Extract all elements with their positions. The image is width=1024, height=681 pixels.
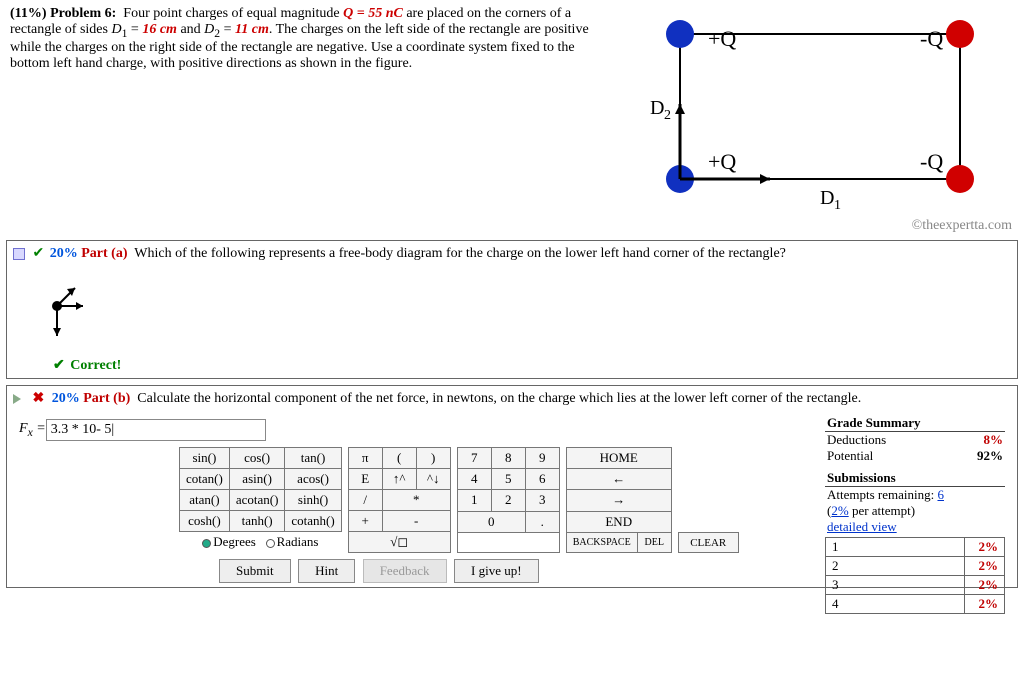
fn-asin[interactable]: asin() xyxy=(229,469,285,490)
incorrect-icon: ✖ xyxy=(33,391,45,406)
nav-pad: HOME ← → END BACKSPACE DEL xyxy=(566,447,672,553)
key-4[interactable]: 4 xyxy=(457,469,491,490)
svg-text:1: 1 xyxy=(834,198,841,213)
key-plus[interactable]: + xyxy=(348,511,382,532)
fbd-answer-diagram xyxy=(23,276,93,346)
sub-row-p: 2% xyxy=(965,538,1005,557)
fn-acos[interactable]: acos() xyxy=(285,469,341,490)
rectangle-diagram: +Q -Q +Q -Q D 1 D 2 xyxy=(610,4,1020,214)
problem-weight: (11%) xyxy=(10,6,47,21)
key-minus[interactable]: - xyxy=(382,511,450,532)
key-home[interactable]: HOME xyxy=(566,448,671,469)
problem-label: Problem 6: xyxy=(50,6,116,21)
fn-cos[interactable]: cos() xyxy=(229,448,285,469)
submit-button[interactable]: Submit xyxy=(219,559,291,583)
key-clear[interactable]: CLEAR xyxy=(678,533,738,553)
potential-pct: 92% xyxy=(947,448,1005,464)
potential-label: Potential xyxy=(825,448,947,464)
giveup-button[interactable]: I give up! xyxy=(454,559,539,583)
fn-atan[interactable]: atan() xyxy=(180,490,230,511)
key-7[interactable]: 7 xyxy=(457,448,491,469)
per-attempt-link[interactable]: 2% xyxy=(831,503,848,518)
notes-icon[interactable] xyxy=(13,248,25,260)
submissions-hdr: Submissions xyxy=(825,464,1005,487)
svg-text:-Q: -Q xyxy=(920,26,943,51)
fn-sinh[interactable]: sinh() xyxy=(285,490,341,511)
expand-icon[interactable] xyxy=(13,394,21,404)
sym-pad: π ( ) E ↑^ ^↓ / * + - xyxy=(348,447,451,553)
svg-text:D: D xyxy=(820,187,834,209)
key-end[interactable]: END xyxy=(566,511,671,532)
key-right[interactable]: → xyxy=(566,490,671,511)
radio-degrees[interactable] xyxy=(202,539,211,548)
key-2[interactable]: 2 xyxy=(491,490,525,511)
fn-cosh[interactable]: cosh() xyxy=(180,511,230,532)
fn-tanh[interactable]: tanh() xyxy=(229,511,285,532)
key-left[interactable]: ← xyxy=(566,469,671,490)
svg-text:D: D xyxy=(650,97,664,119)
fn-cotan[interactable]: cotan() xyxy=(180,469,230,490)
detailed-view-link[interactable]: detailed view xyxy=(827,519,897,534)
key-dot[interactable]: . xyxy=(525,511,559,532)
part-b-weight: 20% xyxy=(52,391,80,406)
key-lparen[interactable]: ( xyxy=(382,448,416,469)
part-b-label: Part (b) xyxy=(83,391,130,406)
func-pad: sin() cos() tan() cotan() asin() acos() … xyxy=(179,447,342,532)
check-icon: ✔ xyxy=(53,358,67,373)
key-0[interactable]: 0 xyxy=(457,511,525,532)
hint-button[interactable]: Hint xyxy=(298,559,355,583)
fn-cotanh[interactable]: cotanh() xyxy=(285,511,341,532)
fn-sin[interactable]: sin() xyxy=(180,448,230,469)
key-div[interactable]: / xyxy=(348,490,382,511)
key-pow-down[interactable]: ^↓ xyxy=(416,469,450,490)
correct-label: Correct! xyxy=(70,358,121,373)
key-sqrt[interactable]: √◻ xyxy=(348,532,450,553)
grade-summary-box: Grade Summary Deductions 8% Potential 92… xyxy=(825,415,1005,614)
part-a-question: Which of the following represents a free… xyxy=(134,246,786,261)
q-value: Q = 55 nC xyxy=(343,6,403,21)
part-b-question: Calculate the horizontal component of th… xyxy=(137,391,861,406)
key-8[interactable]: 8 xyxy=(491,448,525,469)
fx-label: Fx = xyxy=(19,421,46,439)
key-1[interactable]: 1 xyxy=(457,490,491,511)
attempts-remaining-link[interactable]: 6 xyxy=(937,487,944,502)
key-backspace[interactable]: BACKSPACE xyxy=(566,532,637,552)
feedback-button: Feedback xyxy=(363,559,447,583)
copyright-text: ©theexpertta.com xyxy=(912,218,1012,234)
radio-radians[interactable] xyxy=(266,539,275,548)
svg-text:-Q: -Q xyxy=(920,149,943,174)
check-icon: ✔ xyxy=(33,246,47,261)
grade-summary-hdr: Grade Summary xyxy=(825,415,1005,432)
answer-input[interactable] xyxy=(46,419,266,441)
problem-statement: (11%) Problem 6: Four point charges of e… xyxy=(4,4,610,74)
key-9[interactable]: 9 xyxy=(525,448,559,469)
part-a-weight: 20% xyxy=(50,246,78,261)
key-del[interactable]: DEL xyxy=(637,532,671,552)
part-b-box: ✖ 20% Part (b) Calculate the horizontal … xyxy=(6,385,1018,588)
key-pi[interactable]: π xyxy=(348,448,382,469)
problem-diagram: +Q -Q +Q -Q D 1 D 2 ©theexpertta.com xyxy=(610,4,1020,234)
fn-tan[interactable]: tan() xyxy=(285,448,341,469)
key-E[interactable]: E xyxy=(348,469,382,490)
clear-pad: CLEAR xyxy=(678,532,739,553)
key-mul[interactable]: * xyxy=(382,490,450,511)
key-pow-up[interactable]: ↑^ xyxy=(382,469,416,490)
svg-text:+Q: +Q xyxy=(708,26,736,51)
sub-row-n: 1 xyxy=(826,538,965,557)
part-a-box: ✔ 20% Part (a) Which of the following re… xyxy=(6,240,1018,379)
key-3[interactable]: 3 xyxy=(525,490,559,511)
key-rparen[interactable]: ) xyxy=(416,448,450,469)
svg-text:+Q: +Q xyxy=(708,149,736,174)
num-pad: 7 8 9 4 5 6 1 2 3 0 xyxy=(457,447,560,553)
part-a-label: Part (a) xyxy=(81,246,127,261)
fn-acotan[interactable]: acotan() xyxy=(229,490,285,511)
key-6[interactable]: 6 xyxy=(525,469,559,490)
svg-text:2: 2 xyxy=(664,108,671,123)
key-5[interactable]: 5 xyxy=(491,469,525,490)
deductions-label: Deductions xyxy=(825,432,947,449)
deductions-pct: 8% xyxy=(947,432,1005,449)
